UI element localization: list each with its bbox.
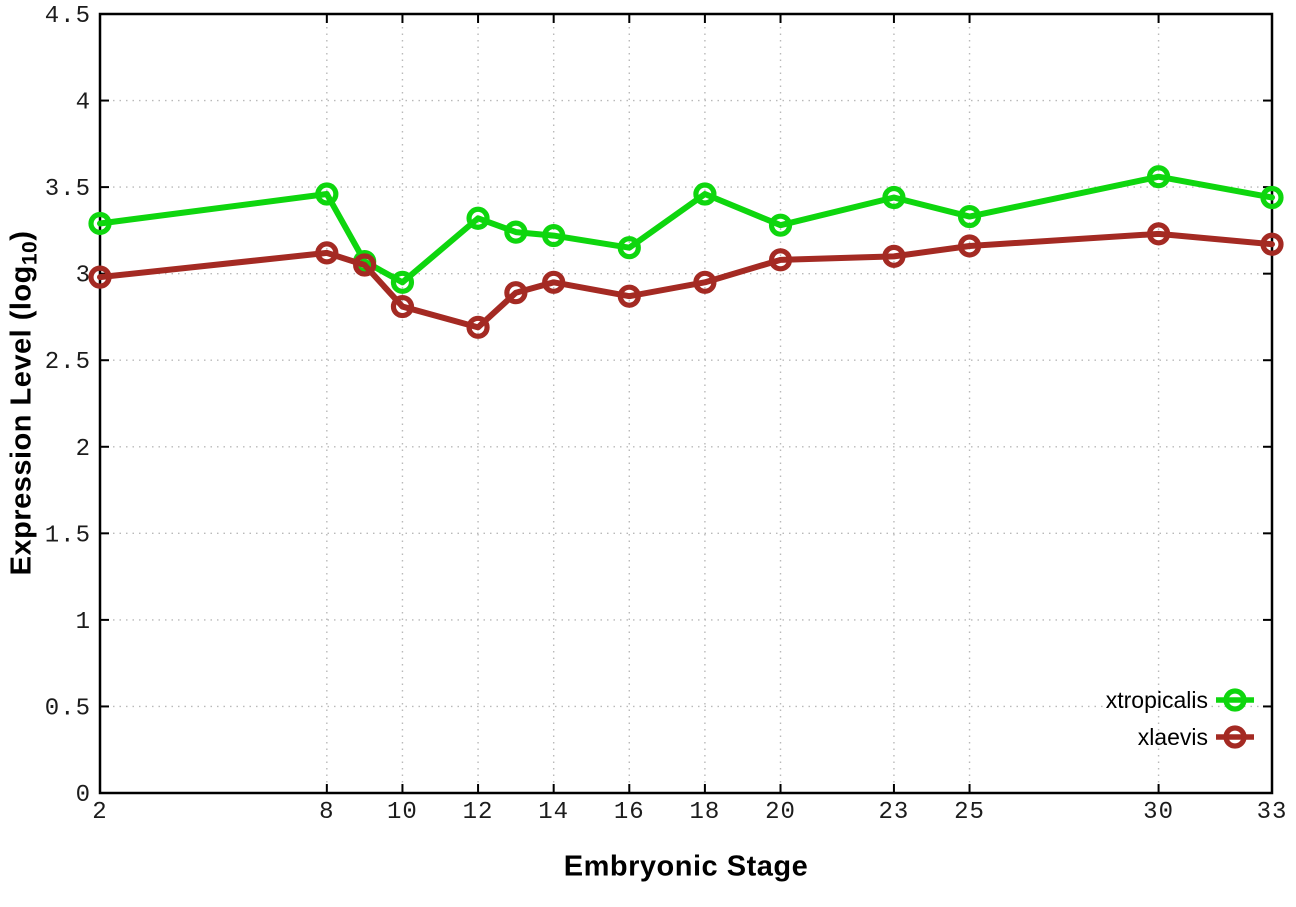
data-point-marker-xlaevis <box>504 281 528 305</box>
x-tick-label: 14 <box>538 799 569 826</box>
x-axis-title: Embryonic Stage <box>563 850 809 883</box>
y-tick-label: 2.5 <box>45 349 91 376</box>
y-tick-label: 2 <box>76 436 91 463</box>
data-point-marker-xtropicalis <box>466 206 490 230</box>
y-tick-label: 3.5 <box>45 176 91 203</box>
data-point-marker-xlaevis <box>1260 232 1284 256</box>
data-point-marker-xlaevis <box>390 294 415 319</box>
data-point-marker-xtropicalis <box>504 220 528 244</box>
y-tick-label: 0 <box>76 782 91 809</box>
x-tick-label: 8 <box>319 799 334 826</box>
legend-marker-xlaevis <box>1223 725 1247 749</box>
series-line-xtropicalis <box>97 173 1275 286</box>
data-point-marker-xlaevis <box>768 248 793 272</box>
y-tick-label: 3 <box>76 263 91 290</box>
x-tick-label: 23 <box>879 799 910 826</box>
x-tick-label: 16 <box>614 799 645 826</box>
data-point-marker-xlaevis <box>315 241 339 265</box>
data-point-marker-xlaevis <box>542 270 566 294</box>
data-point-marker-xlaevis <box>882 244 906 268</box>
data-point-marker-xtropicalis <box>88 211 112 236</box>
x-tick-label: 18 <box>689 799 720 826</box>
data-point-marker-xlaevis <box>617 284 641 308</box>
data-point-marker-xtropicalis <box>390 270 415 294</box>
data-point-marker-xtropicalis <box>882 185 906 210</box>
x-tick-label: 20 <box>765 799 796 826</box>
x-tick-label: 12 <box>463 799 494 826</box>
plot-border <box>98 12 1274 795</box>
y-axis-title: Expression Level (log10) <box>6 231 43 576</box>
data-point-marker-xtropicalis <box>957 204 982 229</box>
x-tick-label: 30 <box>1143 799 1174 826</box>
x-tick-label: 2 <box>92 799 107 826</box>
series-line-xlaevis <box>97 230 1275 331</box>
y-tick-label: 4 <box>76 90 91 117</box>
data-point-marker-xtropicalis <box>1260 185 1284 210</box>
data-point-marker-xlaevis <box>466 315 490 339</box>
data-point-marker-xtropicalis <box>693 182 717 206</box>
x-tick-label: 25 <box>954 799 985 826</box>
data-point-marker-xlaevis <box>88 265 112 289</box>
legend-label-xlaevis: xlaevis <box>1138 724 1208 750</box>
legend-label-xtropicalis: xtropicalis <box>1106 687 1208 713</box>
data-point-marker-xtropicalis <box>315 182 339 206</box>
y-axis-title-subscript: 10 <box>18 240 42 266</box>
data-point-marker-xtropicalis <box>542 223 566 248</box>
data-point-marker-xtropicalis <box>768 213 793 237</box>
data-point-marker-xtropicalis <box>617 236 641 260</box>
y-tick-label: 1 <box>76 609 91 636</box>
x-tick-label: 10 <box>387 799 418 826</box>
x-tick-label: 33 <box>1257 799 1288 826</box>
data-point-marker-xlaevis <box>957 234 982 258</box>
data-point-marker-xlaevis <box>693 270 717 294</box>
data-point-marker-xlaevis <box>353 253 377 277</box>
legend-marker-xtropicalis <box>1223 688 1247 712</box>
y-tick-label: 1.5 <box>45 522 91 549</box>
y-tick-label: 0.5 <box>45 695 91 722</box>
y-axis-title-close: ) <box>5 230 38 241</box>
y-tick-label: 4.5 <box>45 3 91 30</box>
y-axis-title-text: Expression Level (log <box>5 265 38 576</box>
data-point-marker-xlaevis <box>1146 222 1171 246</box>
data-point-marker-xtropicalis <box>1146 165 1171 189</box>
